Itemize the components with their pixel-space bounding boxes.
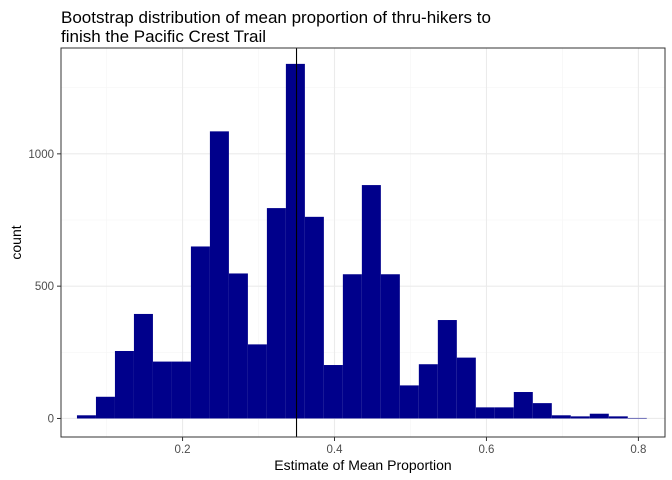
y-tick-label: 1000 (28, 149, 54, 161)
histogram-bar (152, 361, 172, 419)
histogram-bar (513, 392, 533, 419)
panel-border (60, 47, 666, 438)
histogram-bar (380, 274, 400, 419)
histogram-bar (532, 403, 552, 419)
histogram-bar (209, 131, 229, 419)
histogram-bar (627, 417, 647, 419)
histogram-bar (266, 208, 286, 419)
histogram-bar (608, 416, 628, 419)
chart-title-line-2: finish the Pacific Crest Trail (61, 27, 267, 46)
histogram-bar (418, 364, 438, 419)
histogram-bar (190, 246, 210, 419)
histogram-bar (361, 185, 381, 419)
histogram-bar (551, 415, 571, 419)
histogram-bar (228, 273, 248, 419)
y-tick-label: 0 (48, 413, 54, 425)
histogram-bar (171, 361, 191, 419)
histogram-bar (76, 415, 96, 419)
histogram-bar (95, 396, 115, 419)
histogram-bar (570, 416, 590, 419)
histogram-bar (437, 320, 457, 419)
x-tick-label: 0.8 (630, 444, 646, 456)
histogram-bar (475, 407, 495, 419)
x-tick-label: 0.2 (175, 444, 191, 456)
histogram-bar (589, 413, 609, 419)
histogram-bar (494, 407, 514, 419)
histogram-bar (342, 274, 362, 419)
histogram-bar (247, 344, 267, 419)
x-tick-label: 0.4 (327, 444, 344, 456)
chart-title-line-1: Bootstrap distribution of mean proportio… (61, 8, 491, 27)
histogram-bar (304, 216, 324, 419)
histogram-bar (133, 313, 153, 419)
x-axis-title: Estimate of Mean Proportion (274, 457, 451, 473)
histogram-bar (114, 350, 134, 419)
histogram-bar (323, 365, 343, 419)
histogram-bar (399, 385, 419, 419)
x-tick-label: 0.6 (478, 444, 494, 456)
y-axis-title: count (8, 225, 24, 259)
y-tick-label: 500 (35, 281, 54, 293)
histogram-bar (285, 63, 305, 419)
histogram-bar (456, 357, 476, 419)
